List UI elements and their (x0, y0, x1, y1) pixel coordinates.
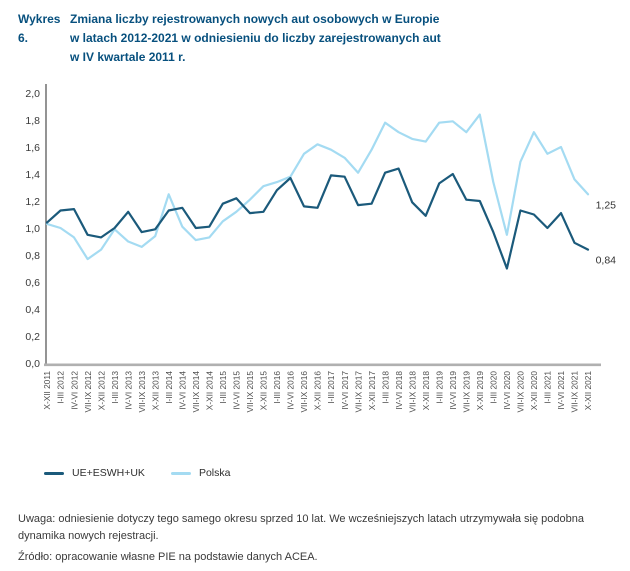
x-tick-label: X-XII 2012 (96, 371, 106, 411)
x-tick-label: I-III 2018 (380, 371, 390, 404)
x-tick-label: VII-IX 2015 (245, 371, 255, 413)
figure-footer: Uwaga: odniesienie dotyczy tego samego o… (18, 511, 614, 566)
x-tick-label: X-XII 2019 (475, 371, 485, 411)
x-tick-label: IV-VI 2018 (394, 371, 404, 410)
x-tick-label: IV-VI 2016 (286, 371, 296, 410)
y-tick-label: 0,0 (25, 358, 40, 370)
series-line-Polska (45, 113, 590, 261)
x-tick-label: VII-IX 2019 (462, 371, 472, 413)
x-tick-label: VII-IX 2021 (570, 371, 580, 413)
x-tick-label: X-XII 2015 (259, 371, 269, 411)
x-tick-label: X-XII 2016 (313, 371, 323, 411)
x-tick-label: VII-IX 2016 (299, 371, 309, 413)
x-tick-label: I-III 2012 (56, 371, 66, 404)
x-tick-label: I-III 2013 (110, 371, 120, 404)
x-tick-label: X-XII 2018 (421, 371, 431, 411)
y-tick-label: 1,6 (25, 142, 40, 154)
x-tick-label: X-XII 2013 (150, 371, 160, 411)
figure-label: Wykres 6. (18, 12, 61, 45)
legend-item-polska: Polska (170, 467, 231, 479)
x-tick-label: IV-VI 2020 (502, 371, 512, 410)
x-tick-label: IV-VI 2012 (69, 371, 79, 410)
y-tick-label: 2,0 (25, 88, 40, 100)
figure-title: Zmiana liczby rejestrowanych nowych aut … (70, 10, 616, 67)
figure-title-line-2: w latach 2012-2021 w odniesieniu do licz… (70, 31, 441, 45)
y-tick-label: 1,0 (25, 223, 40, 235)
x-tick-label: VII-IX 2012 (83, 371, 93, 413)
x-tick-label: VII-IX 2014 (191, 371, 201, 413)
x-tick-label: IV-VI 2017 (340, 371, 350, 410)
x-tick-label: I-III 2020 (489, 371, 499, 404)
legend-item-ue: UE+ESWH+UK (44, 467, 145, 479)
figure-title-line-3: w IV kwartale 2011 r. (70, 50, 186, 64)
x-tick-label: X-XII 2020 (529, 371, 539, 411)
series-end-label: 1,25 (596, 199, 617, 211)
x-tick-label: I-III 2017 (326, 371, 336, 404)
legend-swatch (44, 471, 64, 475)
figure-header: Wykres 6. Zmiana liczby rejestrowanych n… (18, 10, 616, 67)
x-tick-label: I-III 2015 (218, 371, 228, 404)
y-tick-label: 1,4 (25, 169, 40, 181)
x-tick-label: VII-IX 2017 (353, 371, 363, 413)
line-chart-svg: 0,0 0,2 0,4 0,6 0,8 1,0 1,2 1,4 1,6 1,8 2,0 X-XII 2… (25, 84, 617, 413)
x-tick-label: X-XII 2011 (42, 371, 52, 410)
x-tick-label: I-III 2016 (272, 371, 282, 404)
x-tick-label: VII-IX 2020 (516, 371, 526, 413)
x-tick-label: X-XII 2021 (583, 371, 593, 411)
x-tick-label: X-XII 2014 (205, 371, 215, 411)
x-tick-label: VII-IX 2013 (137, 371, 147, 413)
y-tick-label: 0,4 (25, 304, 40, 316)
x-tick-label: I-III 2014 (164, 371, 174, 404)
legend: UE+ESWH+UK Polska (44, 466, 230, 480)
x-tick-label: X-XII 2017 (367, 371, 377, 411)
x-tick-label: IV-VI 2015 (232, 371, 242, 410)
x-tick-label: VII-IX 2018 (407, 371, 417, 413)
legend-swatch (170, 471, 191, 475)
y-tick-label: 0,8 (25, 250, 40, 262)
y-tick-label: 1,8 (25, 115, 40, 127)
series-line-UE+ESWH+UK (45, 167, 590, 270)
legend-label-ue: UE+ESWH+UK (72, 467, 145, 479)
legend-label-polska: Polska (198, 467, 231, 479)
x-tick-label: I-III 2019 (434, 371, 444, 404)
x-tick-label: I-III 2021 (543, 371, 553, 404)
footer-note: Uwaga: odniesienie dotyczy tego samego o… (18, 513, 584, 542)
footer-source: Źródło: opracowanie własne PIE na podsta… (18, 551, 318, 563)
y-tick-label: 0,2 (25, 331, 40, 343)
figure-title-line-1: Zmiana liczby rejestrowanych nowych aut … (70, 12, 440, 26)
x-tick-label: IV-VI 2014 (177, 371, 187, 410)
y-tick-label: 0,6 (25, 277, 40, 289)
y-tick-label: 1,2 (25, 196, 40, 208)
x-tick-label: IV-VI 2013 (123, 371, 133, 410)
x-tick-label: IV-VI 2019 (448, 371, 458, 410)
series-end-label: 0,84 (596, 255, 617, 267)
x-tick-label: IV-VI 2021 (556, 371, 566, 410)
